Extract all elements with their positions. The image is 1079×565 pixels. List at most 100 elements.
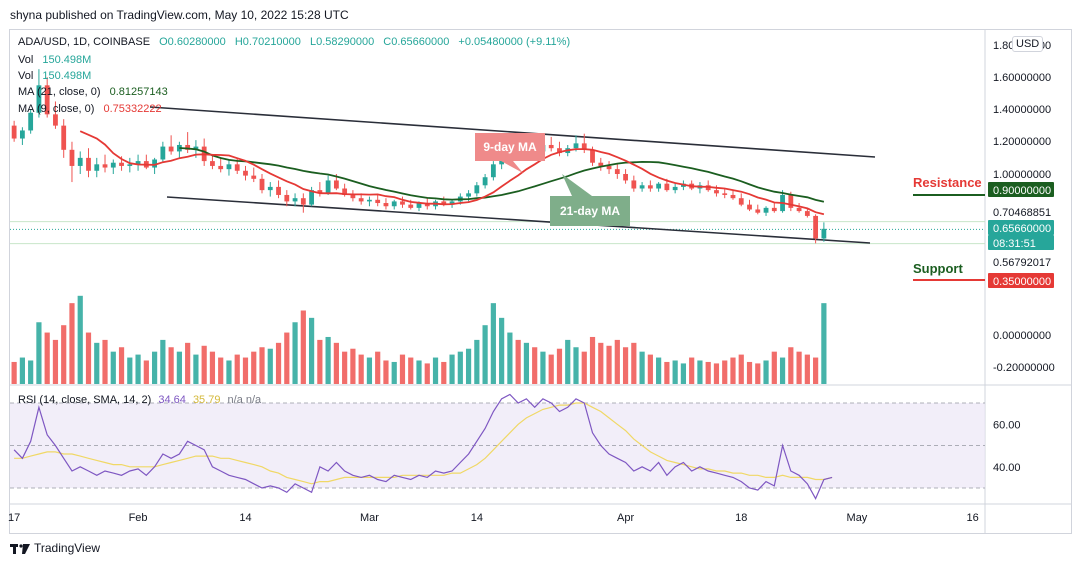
time-tick-label: 16 (966, 512, 978, 524)
volume-bar (788, 347, 794, 384)
volume-bar (102, 339, 108, 384)
volume-bar (226, 360, 232, 384)
candle-body (350, 194, 356, 199)
low-value: L0.58290000 (309, 36, 375, 48)
volume-bar (581, 351, 587, 384)
volume-bar (507, 332, 513, 384)
price-badge-bg (988, 220, 1054, 235)
price-badge-bg (988, 273, 1054, 288)
volume-bar (292, 322, 298, 384)
volume-bar (631, 342, 637, 384)
ma21-value: 0.81257143 (109, 86, 168, 98)
ma21-line (179, 147, 825, 203)
candle-body (234, 164, 240, 171)
candle-body (672, 186, 678, 191)
candle-body (61, 125, 67, 150)
price-tick-label: 1.40000000 (993, 104, 1051, 116)
candle-body (152, 159, 157, 168)
volume-bar (746, 361, 753, 384)
candle-body (400, 201, 405, 205)
ma21-callout: 21-day MA (550, 174, 630, 226)
candle-body (259, 178, 265, 191)
candle-body (383, 203, 389, 207)
candle-body (367, 199, 372, 202)
candle-body (474, 185, 480, 194)
volume-bar (218, 357, 224, 384)
candle-body (300, 198, 306, 205)
volume-bar (193, 354, 199, 384)
candle-body (69, 149, 75, 166)
candle-body (755, 209, 761, 213)
price-badge-bg (988, 254, 1054, 269)
candle-body (119, 162, 124, 166)
candle-body (391, 201, 397, 207)
volume-bar (656, 357, 662, 384)
volume-bar (771, 351, 777, 384)
candle-body (606, 165, 612, 170)
volume-bar (532, 347, 538, 384)
volume-bar (176, 351, 182, 384)
candle-body (127, 164, 133, 166)
candle-body (821, 228, 827, 239)
time-tick-label: 14 (239, 512, 251, 524)
volume-bar (77, 295, 83, 384)
volume-bar (647, 354, 653, 384)
volume-bar (804, 354, 810, 384)
candle-body (11, 125, 17, 139)
time-tick-label: Apr (617, 512, 634, 524)
candle-body (490, 164, 496, 178)
price-tick-label: 1.00000000 (993, 169, 1051, 181)
volume-bar (135, 354, 141, 384)
candle-body (656, 183, 662, 189)
volume-bar (383, 360, 389, 384)
candle-body (441, 201, 447, 205)
ma21-callout-label: 21-day MA (560, 204, 620, 218)
volume-bar (94, 342, 100, 384)
volume-bar (143, 360, 149, 384)
candle-body (590, 149, 595, 163)
volume-bar (28, 360, 34, 384)
candle-body (763, 207, 769, 213)
candle-body (639, 185, 645, 189)
volume-bar (333, 342, 339, 384)
ma9-callout-label: 9-day MA (483, 140, 537, 154)
candle-body (813, 215, 819, 239)
high-value: H0.70210000 (234, 36, 301, 48)
currency-button[interactable]: USD (1012, 36, 1044, 52)
volume-bar (622, 347, 629, 384)
ma9-label: MA (9, close, 0) (18, 103, 95, 115)
volume-bar (722, 360, 728, 384)
price-axis-badge: 0.56792017 (988, 254, 1054, 269)
volume-bar (52, 339, 59, 384)
volume-bar (606, 345, 612, 384)
volume-bar (342, 351, 348, 384)
time-tick-label: 14 (471, 512, 483, 524)
candle-body (614, 169, 620, 174)
volume-bar (779, 357, 786, 384)
publisher-line: shyna published on TradingView.com, May … (10, 8, 349, 22)
volume-bar (730, 357, 736, 384)
volume-bar (515, 339, 521, 384)
candle-body (598, 162, 604, 166)
price-badge-text: 0.56792017 (993, 257, 1051, 269)
volume-bar (755, 363, 761, 384)
candle-body (135, 161, 141, 165)
candle-body (110, 162, 116, 168)
candle-body (623, 174, 628, 181)
rsi-ma-line (14, 402, 833, 485)
volume-bar (151, 351, 158, 384)
candle-body (408, 204, 414, 208)
candle-body (730, 194, 736, 199)
volume-bar (251, 351, 257, 384)
price-tick-label: 1.20000000 (993, 136, 1051, 148)
tradingview-footer: TradingView (10, 541, 100, 555)
volume-bar (441, 361, 447, 384)
candle-body (102, 164, 108, 168)
volume-bar (499, 317, 505, 384)
candle-body (77, 157, 83, 166)
close-value: C0.65660000 (383, 36, 450, 48)
volume-bar (127, 357, 133, 384)
candle-body (185, 144, 191, 150)
volume-bar (482, 325, 488, 384)
